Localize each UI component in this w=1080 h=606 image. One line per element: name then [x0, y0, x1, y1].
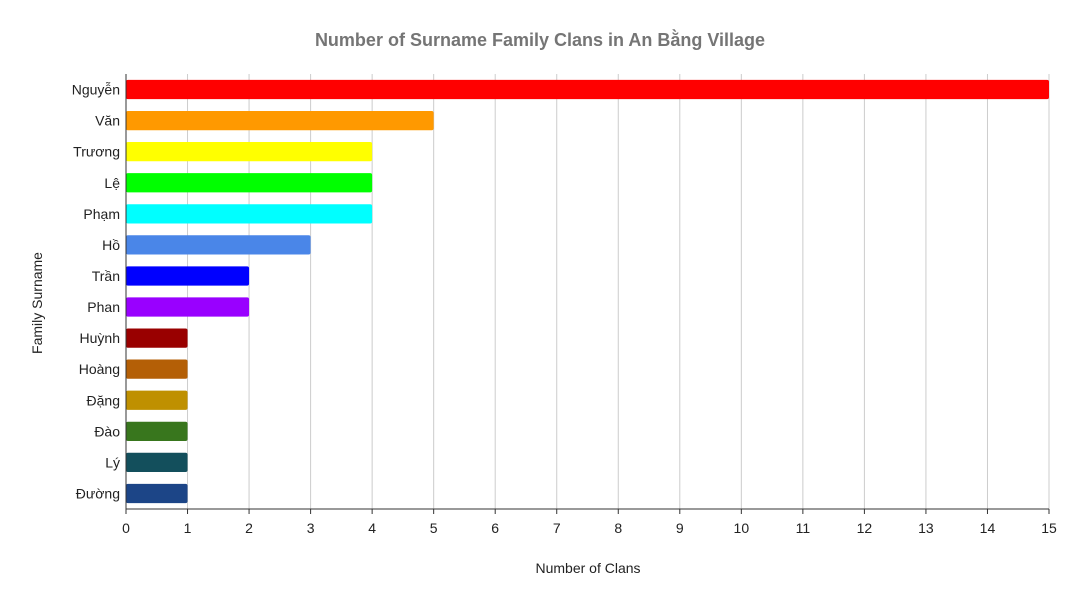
y-tick-label: Nguyễn: [72, 82, 120, 98]
bar-Nguyễn: [126, 79, 1049, 100]
bar-Trần: [126, 266, 250, 286]
bar-Phạm: [126, 204, 373, 224]
x-tick-label: 4: [368, 520, 376, 536]
bars: [126, 79, 1049, 504]
y-tick-label: Văn: [95, 113, 120, 129]
y-tick-label: Trương: [73, 144, 120, 160]
y-tick-label: Đào: [94, 423, 120, 439]
y-tick-label: Phan: [87, 299, 120, 315]
x-tick-label: 5: [430, 520, 438, 536]
bar-Văn: [126, 110, 434, 131]
bar-Huỳnh: [126, 328, 188, 348]
bar-Đường: [126, 483, 188, 504]
y-tick-label: Huỳnh: [80, 330, 120, 346]
y-tick-label: Lệ: [104, 175, 120, 191]
x-tick-label: 3: [307, 520, 315, 536]
x-tick-label: 12: [857, 520, 873, 536]
bar-Phan: [126, 297, 250, 317]
chart-title: Number of Surname Family Clans in An Bằn…: [315, 29, 765, 50]
x-tick-label: 1: [184, 520, 192, 536]
axes: [125, 74, 1050, 514]
bar-Hồ: [126, 235, 311, 255]
y-tick-label: Lý: [105, 454, 120, 470]
x-axis-title: Number of Clans: [535, 560, 640, 576]
x-tick-label: 9: [676, 520, 684, 536]
bar-Lệ: [126, 173, 373, 193]
gridlines: [187, 74, 1050, 509]
y-tick-label: Đặng: [87, 392, 120, 408]
y-tick-label: Trần: [92, 268, 120, 284]
bar-Trương: [126, 142, 373, 162]
y-tick-labels: Nguyễn Văn Trương Lệ Phạm Hồ Trần Phan Huỳnh Hoàn…: [72, 82, 120, 502]
y-tick-label: Phạm: [83, 206, 120, 222]
x-tick-label: 13: [918, 520, 934, 536]
x-tick-labels: 0 1 2 3 4 5 6 7 8 9 10 11 12 13 14 15: [122, 520, 1057, 536]
bar-Đào: [126, 421, 188, 441]
x-tick-label: 6: [491, 520, 499, 536]
y-tick-label: Hoàng: [79, 361, 120, 377]
x-tick-label: 14: [980, 520, 996, 536]
x-tick-label: 0: [122, 520, 130, 536]
y-tick-label: Hồ: [102, 237, 120, 253]
bar-Lý: [126, 452, 188, 473]
x-tick-label: 8: [614, 520, 622, 536]
x-tick-label: 7: [553, 520, 561, 536]
x-tick-label: 2: [245, 520, 253, 536]
x-tick-label: 10: [734, 520, 750, 536]
bar-Hoàng: [126, 359, 188, 379]
bar-Đặng: [126, 390, 188, 410]
y-tick-label: Đường: [76, 485, 120, 501]
x-tick-label: 11: [796, 520, 811, 536]
x-tick-label: 15: [1041, 520, 1057, 536]
y-axis-title: Family Surname: [29, 252, 45, 354]
